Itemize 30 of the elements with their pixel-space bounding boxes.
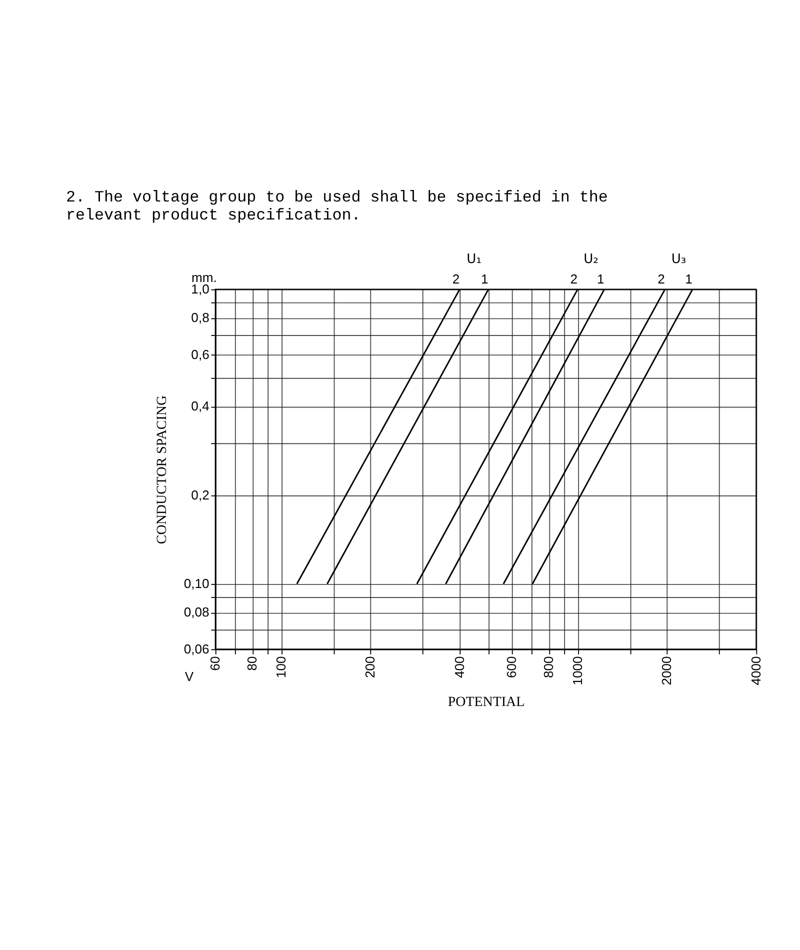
y-tick-label: 0,08 — [184, 604, 210, 620]
series-label: 2 — [452, 272, 460, 287]
x-tick-label: 4000 — [748, 656, 764, 686]
series-label: 1 — [481, 272, 488, 287]
x-axis-title: POTENTIAL — [448, 694, 525, 710]
x-tick-label: 100 — [273, 656, 288, 678]
series-label: 1 — [596, 272, 604, 287]
text: V — [184, 668, 194, 684]
x-tick-label: 2000 — [659, 656, 674, 686]
y-axis-title: CONDUCTOR SPACING — [155, 395, 170, 544]
series-label: 2 — [658, 272, 665, 287]
y-tick-label: 0,4 — [191, 398, 210, 414]
y-tick-label: 0,8 — [191, 310, 210, 326]
x-tick-label: 60 — [208, 656, 223, 671]
text: U₂ — [584, 252, 598, 268]
text: U₁ — [466, 252, 482, 268]
x-tick-label: 400 — [452, 656, 467, 678]
chart-title: 2. The voltage group to be used shall be specified in the relevant product specification. — [66, 188, 608, 224]
text: U₃ — [671, 252, 686, 268]
series-label: 2 — [570, 272, 578, 287]
x-tick-label: 80 — [244, 656, 260, 671]
x-tick-label: 1000 — [570, 656, 585, 686]
y-tick-label: 0,6 — [191, 346, 210, 362]
y-tick-label: 0,2 — [191, 487, 210, 502]
x-tick-label: 200 — [362, 656, 378, 678]
y-tick-label: 0,06 — [184, 641, 210, 656]
x-tick-label: 800 — [541, 656, 556, 678]
y-tick-label: 0,10 — [184, 576, 210, 592]
series-label: 1 — [685, 272, 692, 287]
x-tick-label: 600 — [504, 656, 520, 678]
